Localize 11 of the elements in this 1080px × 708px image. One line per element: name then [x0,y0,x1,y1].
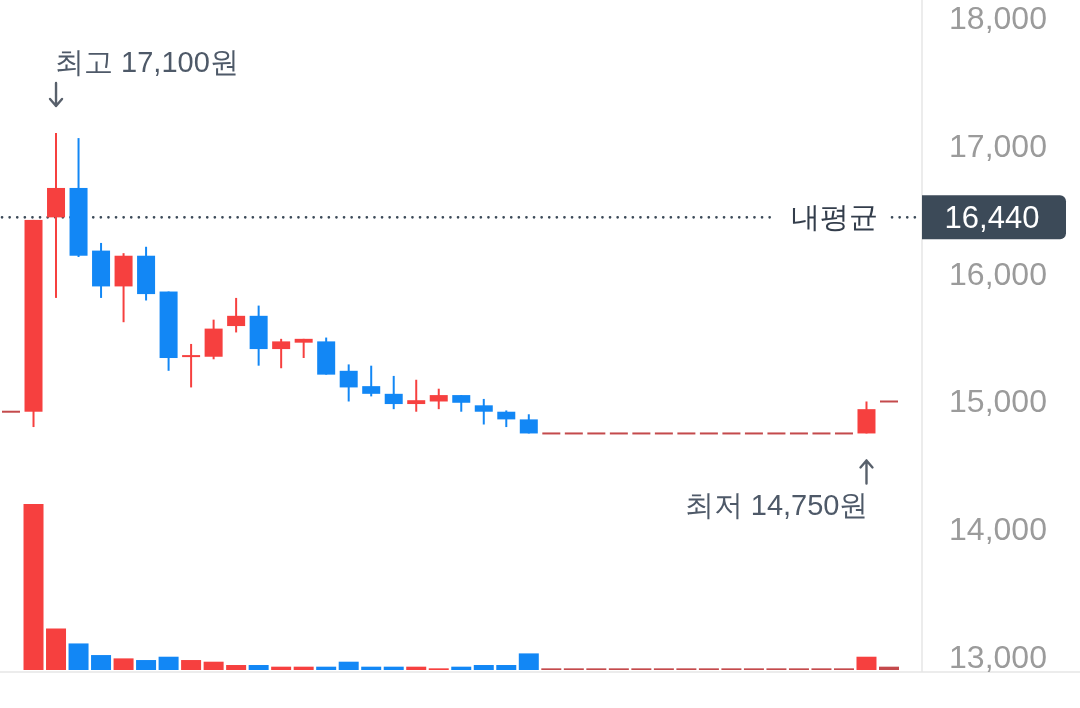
y-tick-label: 16,000 [949,255,1047,292]
y-tick-label: 14,000 [949,511,1047,548]
annotation: 최저 14,750원 [684,489,869,522]
y-tick-label: 17,000 [949,127,1047,164]
y-tick-label: 13,000 [949,639,1047,676]
y-tick-label: 18,000 [949,0,1047,36]
ref-value-tag: 16,440 [922,195,1066,240]
y-tick-label: 15,000 [949,383,1047,420]
ref-line-label: 내평균 [791,201,878,234]
ref-line: 내평균 [0,201,922,234]
annotation: 최고 17,100원 [55,45,239,78]
